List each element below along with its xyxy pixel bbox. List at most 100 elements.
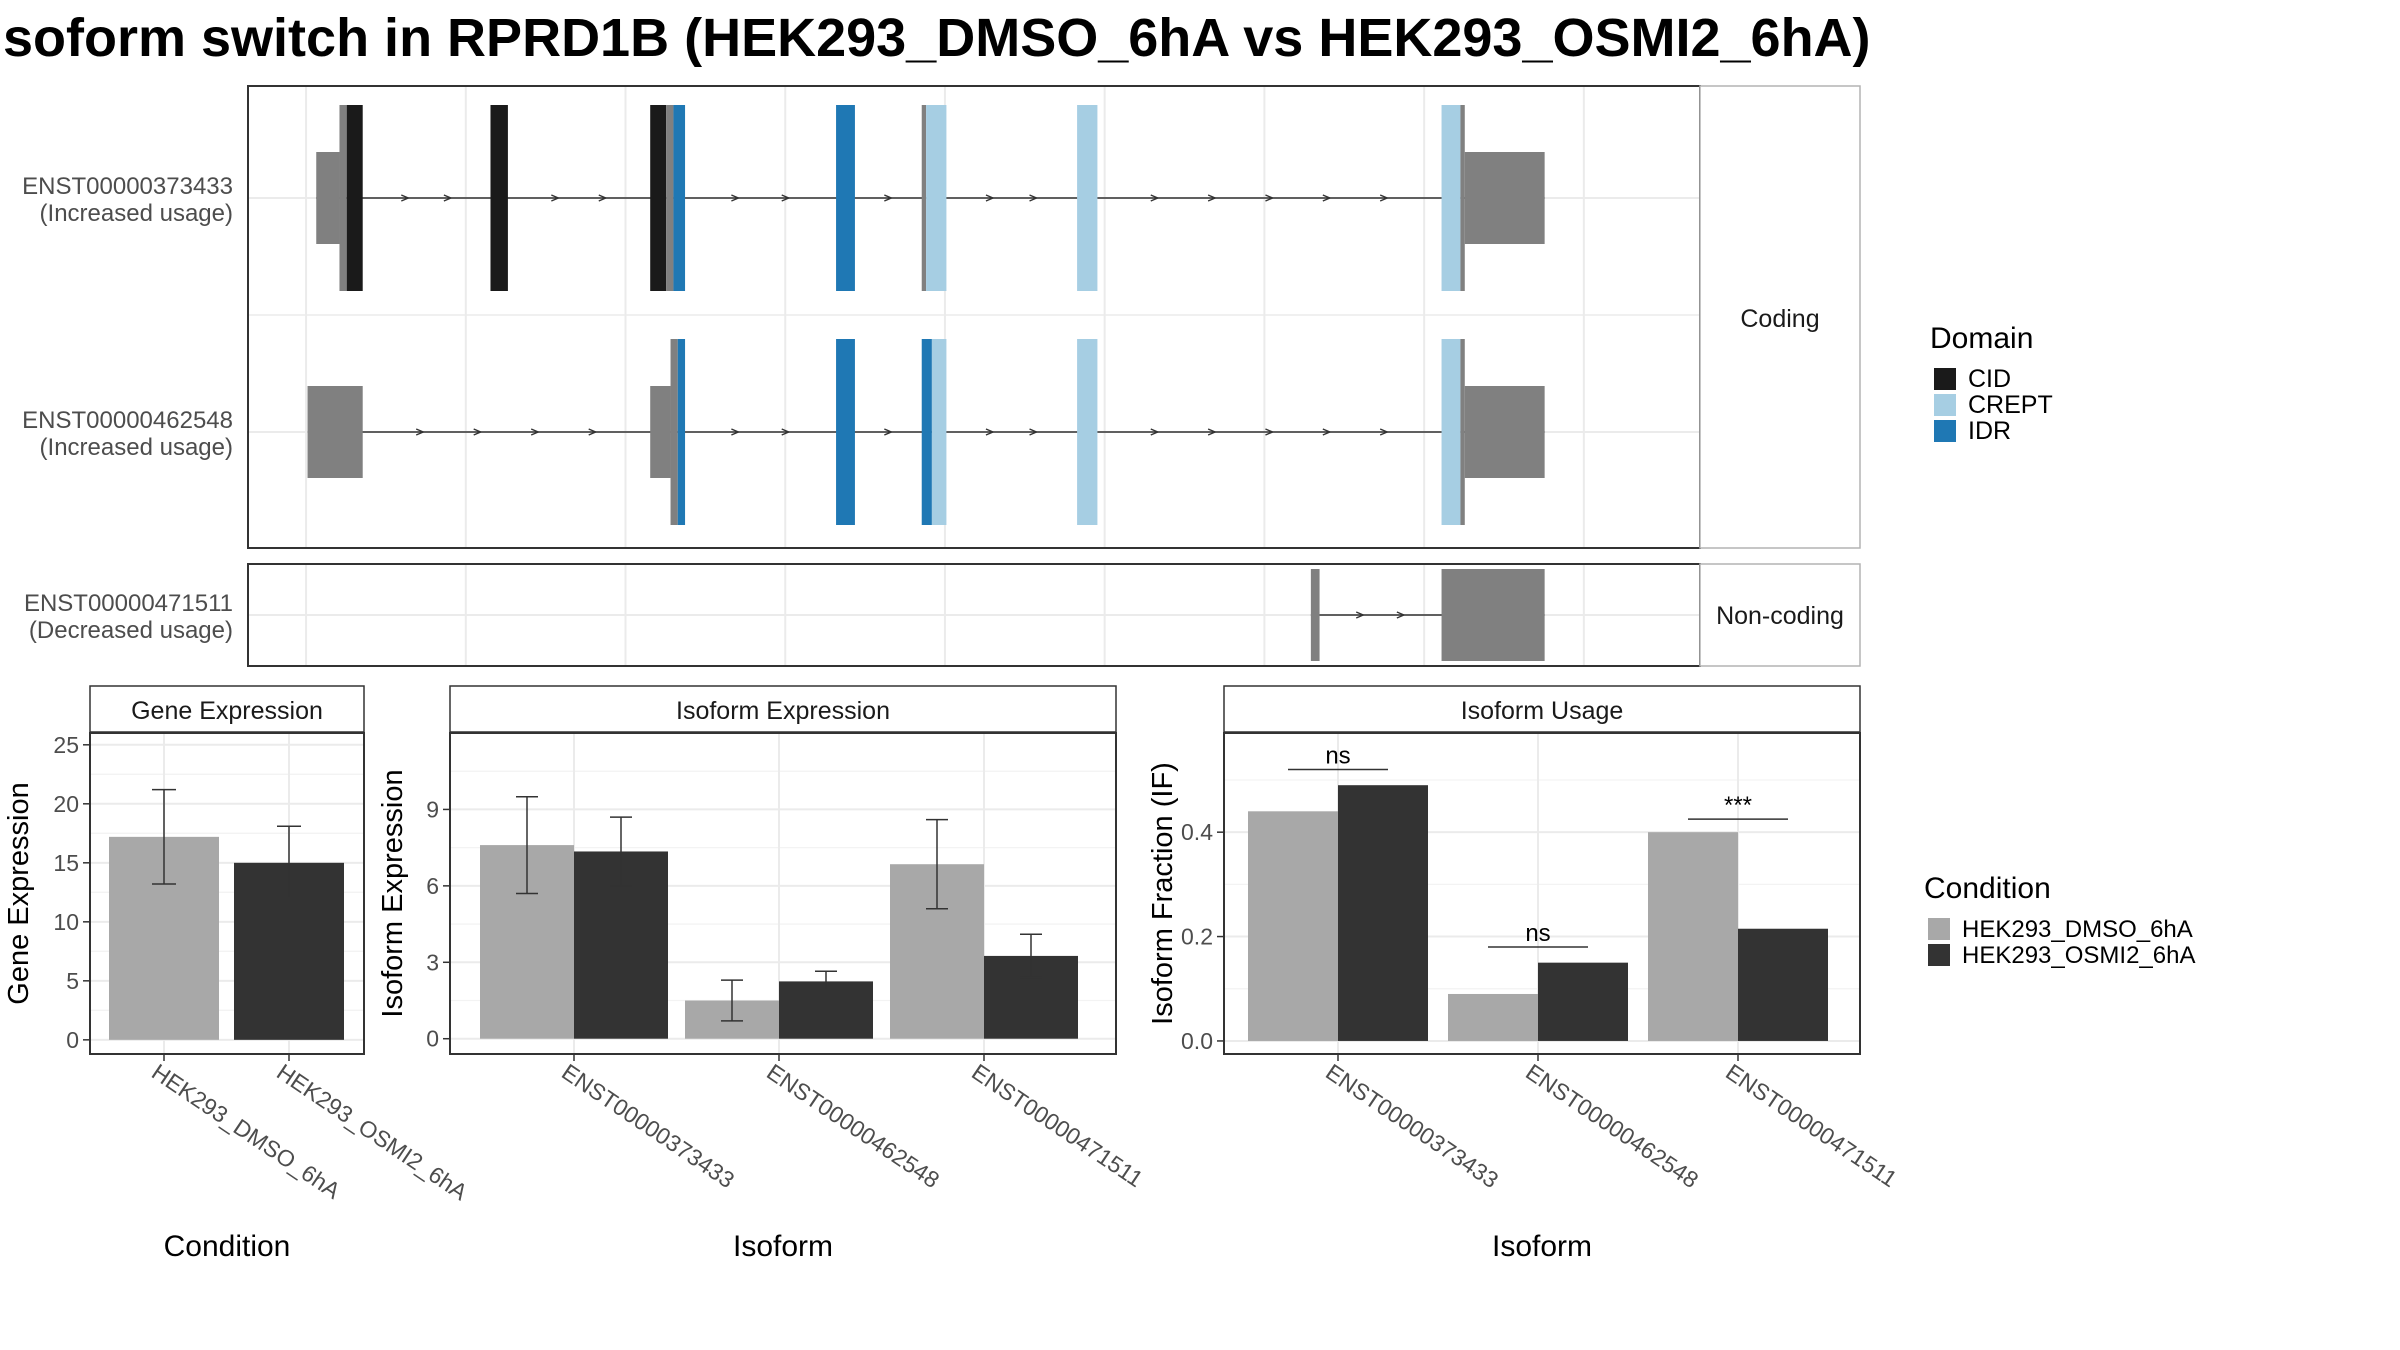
cds-exon xyxy=(339,105,347,291)
y-tick-label: 20 xyxy=(53,791,79,817)
y-tick-label: 3 xyxy=(426,949,439,975)
intron-arrow xyxy=(781,428,791,436)
plot-border xyxy=(1223,732,1861,1055)
utr-exon xyxy=(307,386,363,478)
condition-legend-key xyxy=(1928,918,1950,940)
cds-exon-crept xyxy=(1441,339,1461,525)
bar-osmi2 xyxy=(1738,928,1828,1041)
y-tick-label: 0.2 xyxy=(1181,924,1213,950)
x-tick-label: ENST00000471511 xyxy=(967,1059,1148,1193)
intron-arrow xyxy=(985,194,995,202)
intron-arrow xyxy=(473,428,483,436)
x-tick-label: ENST00000462548 xyxy=(762,1059,944,1194)
y-tick-label: 0 xyxy=(426,1026,439,1052)
domain-legend-title: Domain xyxy=(1930,322,2033,355)
cds-exon-idr xyxy=(836,105,855,291)
intron-arrow xyxy=(401,194,411,202)
cds-exon-idr xyxy=(836,339,855,525)
strip xyxy=(89,685,365,733)
structure-panel-coding: Coding xyxy=(247,85,1861,549)
cds-exon xyxy=(666,105,674,291)
x-axis-title: Condition xyxy=(164,1230,291,1263)
domain-legend-key-cid xyxy=(1934,368,1956,390)
intron-arrow xyxy=(1396,611,1406,619)
intron-arrow xyxy=(415,428,425,436)
transcript-id: ENST00000373433 xyxy=(22,173,233,200)
y-tick-label: 9 xyxy=(426,796,439,822)
domain-legend-label: IDR xyxy=(1968,417,2011,445)
intron-arrow xyxy=(1322,428,1332,436)
transcript-labels: ENST00000373433(Increased usage)ENST0000… xyxy=(22,173,233,644)
domain-legend-key-idr xyxy=(1934,420,1956,442)
strip-title: Isoform Usage xyxy=(1461,697,1624,725)
y-tick-label: 25 xyxy=(53,732,79,758)
figure-title: Isoform switch in RPRD1B (HEK293_DMSO_6h… xyxy=(0,8,1871,68)
transcript-label: ENST00000462548(Increased usage) xyxy=(22,407,233,461)
cds-exon-idr xyxy=(677,339,686,525)
intron-arrow xyxy=(1029,428,1039,436)
x-tick-label: ENST00000471511 xyxy=(1721,1059,1902,1193)
intron-arrow xyxy=(1265,194,1275,202)
y-tick-label: 10 xyxy=(53,909,79,935)
utr-exon xyxy=(1464,386,1545,478)
significance-label: *** xyxy=(1724,792,1752,819)
intron-arrow xyxy=(1150,194,1160,202)
intron-arrow xyxy=(1355,611,1366,619)
transcript-label: ENST00000373433(Increased usage) xyxy=(22,173,233,227)
cds-exon-crept xyxy=(926,105,947,291)
cds-exon-cid xyxy=(346,105,363,291)
cds-exon-crept xyxy=(1077,339,1098,525)
transcript-usage: (Decreased usage) xyxy=(29,617,233,644)
bar-dmso xyxy=(1648,832,1738,1041)
x-axis-title: Isoform xyxy=(733,1230,833,1263)
cds-exon xyxy=(670,339,678,525)
intron-arrow xyxy=(530,428,540,436)
cds-exon-cid xyxy=(650,105,667,291)
intron-arrow xyxy=(551,194,561,202)
y-tick-label: 0.0 xyxy=(1181,1028,1213,1054)
utr-exon xyxy=(1310,569,1320,661)
cds-exon xyxy=(1460,339,1465,525)
x-tick-label: ENST00000462548 xyxy=(1521,1059,1703,1194)
y-tick-label: 0.4 xyxy=(1181,819,1213,845)
transcript-usage: (Increased usage) xyxy=(40,200,233,227)
strip-title: Gene Expression xyxy=(131,697,323,725)
intron-arrow xyxy=(1379,428,1389,436)
strip-title: Isoform Expression xyxy=(676,697,890,725)
domain-legend-label: CID xyxy=(1968,365,2011,393)
cds-exon-crept xyxy=(1077,105,1098,291)
structure-panel-noncoding: Non-coding xyxy=(247,563,1861,667)
intron-arrow xyxy=(884,428,894,436)
utr-exon xyxy=(650,386,671,478)
y-axis-title: Isoform Fraction (IF) xyxy=(1147,762,1179,1025)
transcript-usage: (Increased usage) xyxy=(40,434,233,461)
cds-exon-cid xyxy=(490,105,508,291)
coding-panel-tracks xyxy=(307,105,1545,525)
domain-legend-key-crept xyxy=(1934,394,1956,416)
y-tick-label: 6 xyxy=(426,873,439,899)
intron-arrow xyxy=(1207,428,1217,436)
plot-border xyxy=(449,732,1117,1055)
condition-legend-title: Condition xyxy=(1924,872,2051,905)
transcript-id: ENST00000471511 xyxy=(24,590,233,617)
significance-label: ns xyxy=(1325,743,1350,770)
x-tick-label: ENST00000373433 xyxy=(1321,1059,1503,1194)
intron-arrow xyxy=(598,194,608,202)
intron-arrow xyxy=(781,194,791,202)
intron-arrow xyxy=(1150,428,1160,436)
y-axis-title: Gene Expression xyxy=(3,782,35,1004)
intron-arrow xyxy=(731,194,741,202)
strip xyxy=(1223,685,1861,733)
noncoding-panel-tracks xyxy=(1310,569,1545,661)
intron-arrow xyxy=(985,428,995,436)
significance-label: ns xyxy=(1525,920,1550,947)
strip xyxy=(449,685,1117,733)
intron-arrow xyxy=(443,194,453,202)
x-axis-title: Isoform xyxy=(1492,1230,1592,1263)
intron-arrow xyxy=(1207,194,1217,202)
condition-legend-label: HEK293_DMSO_6hA xyxy=(1962,916,2193,943)
utr-exon xyxy=(1464,152,1545,244)
intron-arrow xyxy=(1322,194,1332,202)
